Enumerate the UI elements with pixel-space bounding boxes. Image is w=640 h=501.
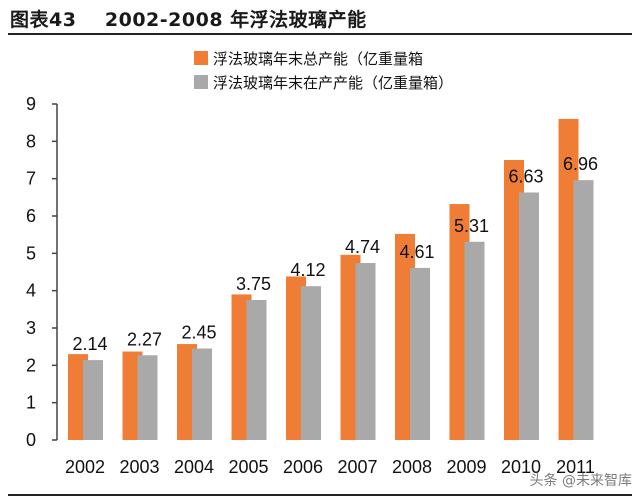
y-axis-ticks: 0 1 2 3 4 5 6 7 8 9 bbox=[26, 94, 57, 450]
x-tick-label: 2011 bbox=[556, 457, 595, 477]
bar-active-capacity bbox=[83, 360, 103, 440]
x-tick-label: 2005 bbox=[228, 457, 268, 477]
bottom-divider bbox=[8, 494, 632, 496]
x-tick-label: 2008 bbox=[392, 457, 432, 477]
y-tick-label: 6 bbox=[26, 206, 36, 226]
legend: 浮法玻璃年末总产能（亿重量箱 浮法玻璃年末在产产能（亿重量箱） bbox=[194, 50, 453, 92]
data-label: 6.63 bbox=[508, 166, 543, 186]
x-tick-label: 2007 bbox=[337, 457, 377, 477]
figure-header: 图表43 2002-2008 年浮法玻璃产能 bbox=[0, 0, 640, 36]
x-tick-label: 2004 bbox=[174, 457, 214, 477]
data-label: 5.31 bbox=[454, 216, 489, 236]
data-label: 2.27 bbox=[127, 329, 162, 349]
legend-label-total: 浮法玻璃年末总产能（亿重量箱 bbox=[213, 50, 423, 68]
y-tick-label: 1 bbox=[26, 393, 36, 413]
x-tick-label: 2006 bbox=[283, 457, 323, 477]
bar-active-capacity bbox=[192, 348, 212, 440]
bar-active-capacity bbox=[519, 192, 539, 440]
bar-active-capacity bbox=[355, 263, 376, 440]
bar-active-capacity bbox=[573, 180, 594, 440]
y-tick-label: 0 bbox=[26, 430, 36, 450]
bar-active-capacity bbox=[464, 241, 485, 440]
legend-label-active: 浮法玻璃年末在产产能（亿重量箱） bbox=[213, 74, 453, 92]
legend-swatch-total bbox=[194, 51, 208, 65]
bar-active-capacity bbox=[410, 267, 430, 440]
data-labels: 2.14 2.27 2.45 3.75 4.12 4.74 4.61 5.31 6.63 6.96 bbox=[72, 154, 598, 354]
y-tick-label: 4 bbox=[26, 281, 36, 301]
data-label: 2.45 bbox=[181, 323, 216, 343]
y-tick-label: 7 bbox=[26, 169, 36, 189]
x-tick-label: 2010 bbox=[501, 457, 541, 477]
x-tick-label: 2003 bbox=[119, 457, 159, 477]
y-tick-label: 9 bbox=[26, 94, 36, 114]
x-axis-ticks: 2002 2003 2004 2005 2006 2007 2008 2009 2010 2011 bbox=[65, 457, 595, 477]
bars bbox=[68, 118, 594, 440]
x-tick-label: 2002 bbox=[65, 457, 105, 477]
y-tick-label: 3 bbox=[26, 318, 36, 338]
y-tick-label: 5 bbox=[26, 243, 36, 263]
y-tick-label: 2 bbox=[26, 355, 36, 375]
watermark: 头条 @未来智库 bbox=[529, 473, 632, 489]
bar-active-capacity bbox=[301, 286, 321, 440]
data-label: 4.74 bbox=[345, 237, 380, 257]
y-tick-label: 8 bbox=[26, 131, 36, 151]
x-tick-label: 2009 bbox=[446, 457, 486, 477]
bar-active-capacity bbox=[137, 355, 158, 440]
data-label: 4.12 bbox=[290, 260, 325, 280]
title-divider bbox=[8, 33, 632, 35]
legend-swatch-active bbox=[194, 75, 208, 89]
bar-active-capacity bbox=[246, 300, 267, 440]
data-label: 3.75 bbox=[236, 274, 271, 294]
data-label: 4.61 bbox=[399, 242, 434, 262]
figure-title: 图表43 2002-2008 年浮法玻璃产能 bbox=[10, 9, 367, 31]
data-label: 2.14 bbox=[72, 334, 107, 354]
data-label: 6.96 bbox=[563, 154, 598, 174]
